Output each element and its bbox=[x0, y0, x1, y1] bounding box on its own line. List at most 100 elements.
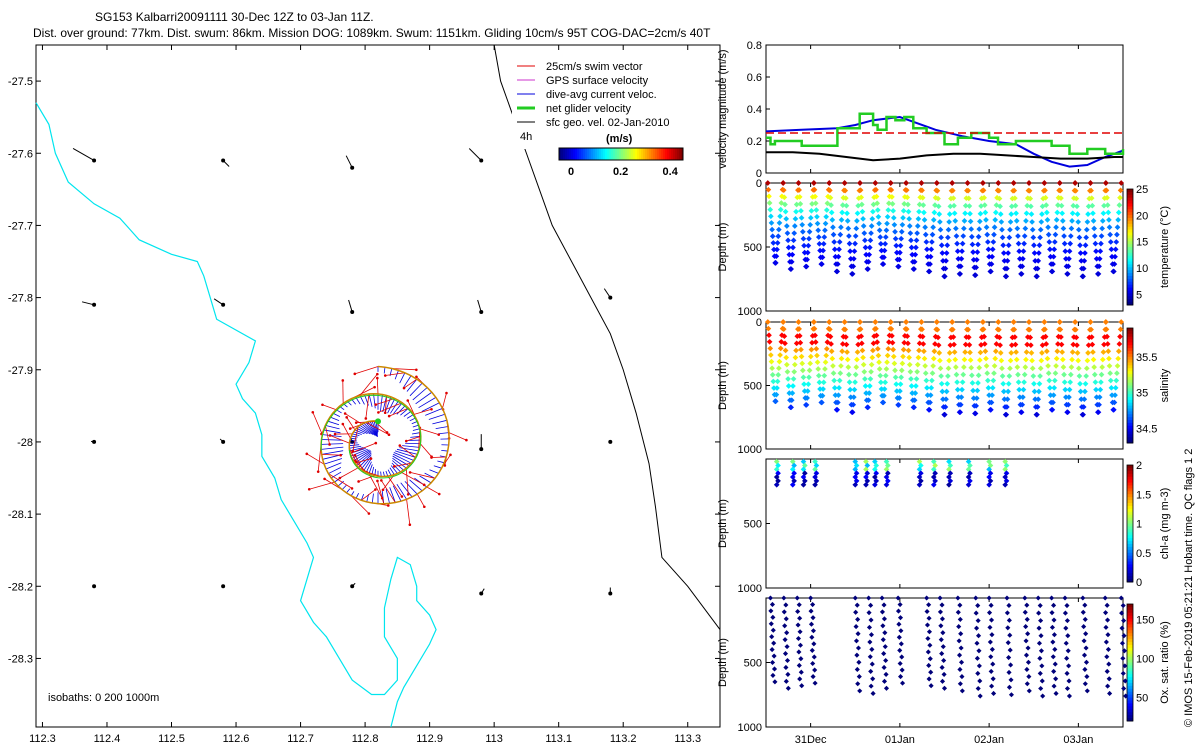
profile-point bbox=[945, 373, 951, 379]
profile-point bbox=[1063, 394, 1069, 401]
profile-point bbox=[1082, 250, 1088, 256]
profile-point bbox=[768, 220, 775, 226]
profile-point bbox=[928, 669, 934, 675]
profile-point bbox=[892, 235, 899, 242]
dac-vector bbox=[392, 453, 412, 464]
profile-point bbox=[928, 683, 934, 689]
profile-point bbox=[830, 231, 837, 238]
swim-vector bbox=[309, 481, 335, 490]
profile-point bbox=[1075, 226, 1082, 233]
profile-point bbox=[1023, 210, 1030, 217]
profile-point bbox=[916, 347, 922, 354]
map-legend: 25cm/s swim vector GPS surface velocity … bbox=[512, 54, 712, 149]
panel-colorbar-cell bbox=[1127, 220, 1133, 225]
colorbar-cell bbox=[659, 148, 662, 160]
swim-vector-head bbox=[338, 476, 342, 480]
profile-point bbox=[814, 359, 821, 366]
profile-point bbox=[955, 595, 961, 601]
panel-colorbar-tick-label: 1.5 bbox=[1136, 489, 1151, 501]
profile-point bbox=[1028, 203, 1034, 210]
profile-point bbox=[1115, 217, 1121, 223]
profile-point bbox=[965, 187, 971, 194]
profile-point bbox=[929, 377, 935, 384]
profile-point bbox=[764, 319, 771, 325]
panel-colorbar-cell bbox=[1127, 541, 1133, 545]
profile-point bbox=[836, 385, 842, 391]
profile-point bbox=[1034, 411, 1040, 418]
dac-vector bbox=[432, 419, 447, 425]
profile-point bbox=[1119, 625, 1125, 631]
profile-point bbox=[804, 249, 811, 256]
colorbar-cell bbox=[619, 148, 622, 160]
profile-point bbox=[1032, 396, 1038, 403]
profile-point bbox=[944, 242, 951, 249]
profile-point bbox=[768, 352, 774, 358]
geo-vector bbox=[348, 299, 353, 313]
profile-point bbox=[1007, 357, 1014, 364]
profile-point bbox=[854, 602, 860, 608]
swim-vector-head bbox=[305, 452, 309, 456]
profile-point bbox=[1001, 396, 1008, 403]
profile-point bbox=[843, 202, 850, 209]
profile-point bbox=[967, 218, 974, 225]
profile-point bbox=[1035, 595, 1041, 601]
dac-vector bbox=[385, 488, 390, 504]
panel-colorbar-cell bbox=[1127, 189, 1133, 193]
swim-vector-head bbox=[353, 372, 357, 376]
profile-point bbox=[769, 365, 775, 372]
profile-point bbox=[1083, 234, 1090, 241]
panel-colorbar-cell bbox=[1127, 270, 1133, 274]
profile-point bbox=[1019, 263, 1026, 270]
panel-colorbar-cell bbox=[1127, 671, 1133, 675]
profile-point bbox=[819, 392, 826, 399]
profile-point bbox=[1067, 233, 1074, 239]
dac-vector bbox=[433, 465, 442, 469]
profile-point bbox=[875, 213, 882, 220]
profile-point bbox=[988, 654, 994, 660]
profile-point bbox=[980, 180, 986, 186]
profile-point bbox=[919, 333, 926, 340]
profile-point bbox=[1008, 662, 1014, 668]
profile-point bbox=[1107, 377, 1114, 384]
panel-colorbar-cell bbox=[1127, 223, 1133, 228]
profile-point bbox=[1034, 273, 1040, 280]
panel-colorbar-cell bbox=[1127, 261, 1133, 265]
coastline-0m bbox=[35, 102, 437, 728]
profile-point bbox=[783, 602, 789, 608]
profile-point bbox=[867, 376, 874, 382]
panel-colorbar-cell bbox=[1127, 379, 1133, 384]
profile-point bbox=[1081, 638, 1087, 644]
profile-point bbox=[927, 399, 933, 406]
profile-point bbox=[865, 397, 872, 404]
profile-point bbox=[853, 225, 860, 232]
profile-point bbox=[935, 203, 942, 210]
dac-vector bbox=[409, 382, 423, 397]
colorbar-cell bbox=[649, 148, 652, 160]
profile-point bbox=[785, 685, 791, 691]
profile-point bbox=[782, 208, 789, 215]
profile-point bbox=[1072, 180, 1078, 186]
profile-point bbox=[863, 390, 869, 396]
profile-point bbox=[868, 361, 875, 368]
panel-colorbar-cell bbox=[1127, 470, 1133, 475]
profile-point bbox=[881, 254, 887, 261]
profile-point bbox=[906, 216, 912, 222]
profile-point bbox=[859, 347, 866, 354]
profile-point bbox=[1031, 250, 1038, 256]
profile-point bbox=[853, 364, 860, 370]
profile-point bbox=[946, 219, 952, 225]
profile-point bbox=[898, 367, 905, 374]
profile-point bbox=[811, 180, 817, 186]
profile-point bbox=[837, 370, 844, 377]
profile-point bbox=[796, 187, 802, 193]
panel-colorbar-cell bbox=[1127, 353, 1133, 358]
profile-point bbox=[898, 674, 904, 680]
panel-y-tick-label: 0 bbox=[756, 168, 762, 180]
profile-point bbox=[931, 209, 938, 216]
profile-point bbox=[855, 681, 861, 687]
panel-colorbar-cell bbox=[1127, 267, 1133, 271]
profile-point bbox=[844, 356, 851, 363]
colorbar-cell bbox=[639, 148, 642, 160]
profile-point bbox=[968, 226, 975, 232]
swim-vector-head bbox=[422, 483, 426, 487]
